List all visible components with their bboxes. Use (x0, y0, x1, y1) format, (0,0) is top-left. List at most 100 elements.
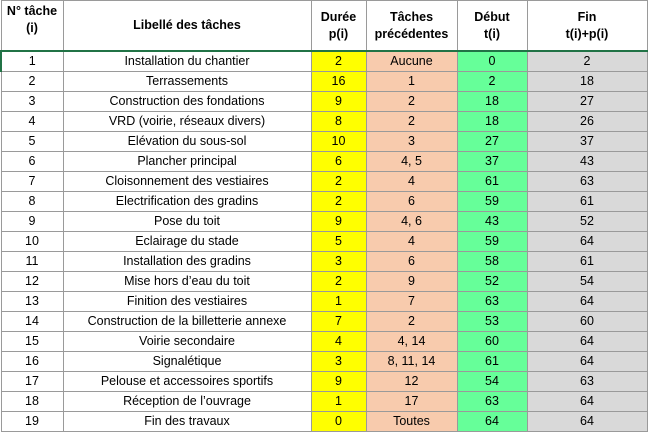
duration-cell[interactable]: 2 (310, 171, 367, 192)
header-predecessors[interactable]: Tâches précédentes (365, 0, 458, 52)
predecessors-cell[interactable]: 6 (365, 251, 458, 272)
end-cell[interactable]: 37 (526, 131, 648, 152)
duration-cell[interactable]: 9 (310, 211, 367, 232)
task-label-cell[interactable]: Construction des fondations (62, 91, 312, 112)
task-label-cell[interactable]: Plancher principal (62, 151, 312, 172)
end-cell[interactable]: 63 (526, 371, 648, 392)
end-cell[interactable]: 26 (526, 111, 648, 132)
predecessors-cell[interactable]: 6 (365, 191, 458, 212)
task-label-cell[interactable]: Installation du chantier (62, 50, 312, 72)
task-label-cell[interactable]: Réception de l’ouvrage (62, 391, 312, 412)
start-cell[interactable]: 63 (456, 391, 528, 412)
duration-cell[interactable]: 3 (310, 351, 367, 372)
end-cell[interactable]: 52 (526, 211, 648, 232)
end-cell[interactable]: 54 (526, 271, 648, 292)
start-cell[interactable]: 53 (456, 311, 528, 332)
start-cell[interactable]: 18 (456, 91, 528, 112)
task-number-cell[interactable]: 8 (0, 191, 64, 212)
predecessors-cell[interactable]: Aucune (365, 50, 458, 72)
end-cell[interactable]: 64 (526, 291, 648, 312)
start-cell[interactable]: 54 (456, 371, 528, 392)
end-cell[interactable]: 43 (526, 151, 648, 172)
task-number-cell[interactable]: 17 (0, 371, 64, 392)
task-number-cell[interactable]: 9 (0, 211, 64, 232)
duration-cell[interactable]: 9 (310, 371, 367, 392)
predecessors-cell[interactable]: Toutes (365, 411, 458, 432)
predecessors-cell[interactable]: 4 (365, 231, 458, 252)
duration-cell[interactable]: 3 (310, 251, 367, 272)
end-cell[interactable]: 60 (526, 311, 648, 332)
task-label-cell[interactable]: Finition des vestiaires (62, 291, 312, 312)
task-number-cell[interactable]: 13 (0, 291, 64, 312)
start-cell[interactable]: 2 (456, 71, 528, 92)
end-cell[interactable]: 27 (526, 91, 648, 112)
start-cell[interactable]: 27 (456, 131, 528, 152)
duration-cell[interactable]: 9 (310, 91, 367, 112)
task-label-cell[interactable]: Fin des travaux (62, 411, 312, 432)
duration-cell[interactable]: 16 (310, 71, 367, 92)
start-cell[interactable]: 37 (456, 151, 528, 172)
start-cell[interactable]: 58 (456, 251, 528, 272)
task-label-cell[interactable]: Eclairage du stade (62, 231, 312, 252)
duration-cell[interactable]: 7 (310, 311, 367, 332)
start-cell[interactable]: 61 (456, 171, 528, 192)
end-cell[interactable]: 64 (526, 391, 648, 412)
task-number-cell[interactable]: 19 (0, 411, 64, 432)
start-cell[interactable]: 59 (456, 191, 528, 212)
task-number-cell[interactable]: 5 (0, 131, 64, 152)
end-cell[interactable]: 63 (526, 171, 648, 192)
task-label-cell[interactable]: Mise hors d’eau du toit (62, 271, 312, 292)
duration-cell[interactable]: 0 (310, 411, 367, 432)
task-label-cell[interactable]: Terrassements (62, 71, 312, 92)
task-number-cell[interactable]: 10 (0, 231, 64, 252)
header-start[interactable]: Début t(i) (456, 0, 528, 52)
end-cell[interactable]: 64 (526, 231, 648, 252)
predecessors-cell[interactable]: 8, 11, 14 (365, 351, 458, 372)
duration-cell[interactable]: 2 (310, 191, 367, 212)
task-label-cell[interactable]: Construction de la billetterie annexe (62, 311, 312, 332)
task-number-cell[interactable]: 15 (0, 331, 64, 352)
predecessors-cell[interactable]: 9 (365, 271, 458, 292)
predecessors-cell[interactable]: 2 (365, 111, 458, 132)
predecessors-cell[interactable]: 17 (365, 391, 458, 412)
task-label-cell[interactable]: Elévation du sous-sol (62, 131, 312, 152)
task-number-cell[interactable]: 14 (0, 311, 64, 332)
predecessors-cell[interactable]: 4 (365, 171, 458, 192)
start-cell[interactable]: 61 (456, 351, 528, 372)
task-number-cell[interactable]: 16 (0, 351, 64, 372)
predecessors-cell[interactable]: 4, 14 (365, 331, 458, 352)
task-number-cell[interactable]: 4 (0, 111, 64, 132)
task-label-cell[interactable]: Pose du toit (62, 211, 312, 232)
task-number-cell[interactable]: 2 (0, 71, 64, 92)
duration-cell[interactable]: 8 (310, 111, 367, 132)
duration-cell[interactable]: 6 (310, 151, 367, 172)
predecessors-cell[interactable]: 4, 5 (365, 151, 458, 172)
task-label-cell[interactable]: Pelouse et accessoires sportifs (62, 371, 312, 392)
duration-cell[interactable]: 1 (310, 291, 367, 312)
start-cell[interactable]: 0 (456, 50, 528, 72)
predecessors-cell[interactable]: 7 (365, 291, 458, 312)
task-number-cell[interactable]: 1 (0, 50, 64, 72)
end-cell[interactable]: 2 (526, 50, 648, 72)
predecessors-cell[interactable]: 4, 6 (365, 211, 458, 232)
duration-cell[interactable]: 2 (310, 271, 367, 292)
start-cell[interactable]: 60 (456, 331, 528, 352)
task-label-cell[interactable]: Voirie secondaire (62, 331, 312, 352)
task-number-cell[interactable]: 6 (0, 151, 64, 172)
end-cell[interactable]: 18 (526, 71, 648, 92)
end-cell[interactable]: 61 (526, 191, 648, 212)
predecessors-cell[interactable]: 3 (365, 131, 458, 152)
task-label-cell[interactable]: Electrification des gradins (62, 191, 312, 212)
task-number-cell[interactable]: 18 (0, 391, 64, 412)
task-label-cell[interactable]: VRD (voirie, réseaux divers) (62, 111, 312, 132)
header-task-label[interactable]: Libellé des tâches (62, 0, 312, 52)
predecessors-cell[interactable]: 2 (365, 311, 458, 332)
duration-cell[interactable]: 1 (310, 391, 367, 412)
start-cell[interactable]: 43 (456, 211, 528, 232)
task-number-cell[interactable]: 3 (0, 91, 64, 112)
header-task-number[interactable]: N° tâche (i) (0, 0, 64, 52)
predecessors-cell[interactable]: 2 (365, 91, 458, 112)
start-cell[interactable]: 59 (456, 231, 528, 252)
header-duration[interactable]: Durée p(i) (310, 0, 367, 52)
start-cell[interactable]: 63 (456, 291, 528, 312)
